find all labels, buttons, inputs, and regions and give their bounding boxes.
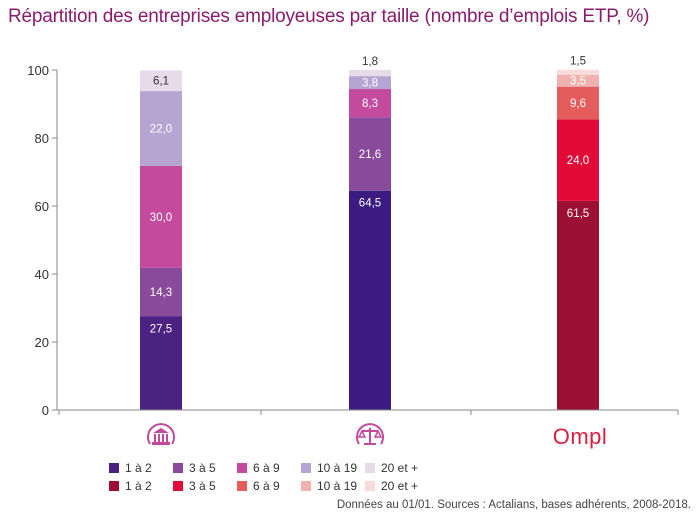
data-label: 14,3 <box>150 287 172 299</box>
y-axis: 0 20 40 60 80 100 <box>27 63 58 418</box>
bar-segment <box>349 89 391 118</box>
legend-label: 20 et + <box>381 479 419 493</box>
legend-swatch <box>237 463 247 473</box>
legend-swatch <box>109 463 119 473</box>
legend-swatch <box>173 463 183 473</box>
y-tick-label: 40 <box>35 267 49 282</box>
legend-swatch <box>109 481 119 491</box>
bar-stack-2: 64,5 21,6 8,3 3,8 1,8 <box>349 56 391 410</box>
data-label: 6,1 <box>153 76 169 88</box>
y-tick-label: 100 <box>27 63 49 78</box>
x-axis <box>57 409 679 415</box>
legend-item: 10 à 19 <box>301 461 365 475</box>
legend-item: 6 à 9 <box>237 461 301 475</box>
bar-segment <box>349 76 391 90</box>
bar-segment <box>140 165 182 268</box>
y-tick-label: 60 <box>35 199 49 214</box>
y-tick-label: 0 <box>42 403 49 418</box>
data-label: 9,6 <box>570 98 586 110</box>
data-label: 1,5 <box>570 56 586 68</box>
data-label: 30,0 <box>150 212 172 224</box>
legend-item: 20 et + <box>365 461 429 475</box>
legend-label: 6 à 9 <box>253 461 280 475</box>
data-label: 24,0 <box>567 155 589 167</box>
data-label: 27,5 <box>150 324 172 336</box>
bar-segment <box>557 119 599 201</box>
legend-swatch <box>237 481 247 491</box>
bank-icon <box>147 423 175 445</box>
legend-label: 1 à 2 <box>125 461 152 475</box>
bar-segment <box>140 316 182 410</box>
legend-label: 6 à 9 <box>253 479 280 493</box>
legend-label: 1 à 2 <box>125 479 152 493</box>
legend-label: 10 à 19 <box>317 479 358 493</box>
data-label: 3,8 <box>362 78 378 90</box>
legend: 1 à 2 3 à 5 6 à 9 10 à 19 20 et + 1 à 2 3 à 5 6… <box>109 459 529 495</box>
data-label: 61,5 <box>567 208 589 220</box>
legend-swatch <box>301 481 311 491</box>
chart-title: Répartition des entreprises employeuses … <box>8 6 650 27</box>
legend-swatch <box>365 463 375 473</box>
legend-item: 3 à 5 <box>173 479 237 493</box>
source-note: Données au 01/01. Sources : Actalians, b… <box>336 499 691 511</box>
legend-swatch <box>301 463 311 473</box>
legend-row: 1 à 2 3 à 5 6 à 9 10 à 19 20 et + <box>109 477 529 495</box>
bar-segment <box>140 91 182 166</box>
data-label: 1,8 <box>362 56 378 68</box>
legend-item: 1 à 2 <box>109 461 173 475</box>
bar-segment <box>557 74 599 87</box>
ompl-logo: Ompl <box>553 424 608 449</box>
category-icons: Ompl <box>147 423 608 449</box>
data-label: 3,5 <box>570 76 586 88</box>
bar-segment <box>557 86 599 120</box>
legend-label: 20 et + <box>381 461 419 475</box>
y-tick-label: 20 <box>35 335 49 350</box>
data-label: 8,3 <box>362 98 378 110</box>
data-label: 22,0 <box>150 123 172 135</box>
bar-segment <box>557 200 599 410</box>
legend-row: 1 à 2 3 à 5 6 à 9 10 à 19 20 et + <box>109 459 529 477</box>
bar-segment <box>349 117 391 191</box>
bar-stack-3: 61,5 24,0 9,6 3,5 1,5 <box>557 56 599 410</box>
bar-segment <box>140 70 182 92</box>
legend-item: 3 à 5 <box>173 461 237 475</box>
bars: 27,5 14,3 30,0 22,0 6,1 64,5 21,6 8,3 3,8 1,8 61,5… <box>140 56 599 410</box>
bar-segment <box>349 70 391 77</box>
scales-icon <box>356 423 384 445</box>
legend-swatch <box>365 481 375 491</box>
legend-item: 10 à 19 <box>301 479 365 493</box>
legend-item: 6 à 9 <box>237 479 301 493</box>
bar-stack-1: 27,5 14,3 30,0 22,0 6,1 <box>140 70 182 410</box>
legend-label: 10 à 19 <box>317 461 358 475</box>
legend-label: 3 à 5 <box>189 479 216 493</box>
data-label: 64,5 <box>359 198 381 210</box>
legend-label: 3 à 5 <box>189 461 216 475</box>
y-tick-label: 80 <box>35 131 49 146</box>
bar-segment <box>349 190 391 410</box>
bar-segment <box>557 69 599 75</box>
data-label: 21,6 <box>359 149 381 161</box>
bar-segment <box>140 267 182 317</box>
legend-swatch <box>173 481 183 491</box>
legend-item: 1 à 2 <box>109 479 173 493</box>
legend-item: 20 et + <box>365 479 429 493</box>
